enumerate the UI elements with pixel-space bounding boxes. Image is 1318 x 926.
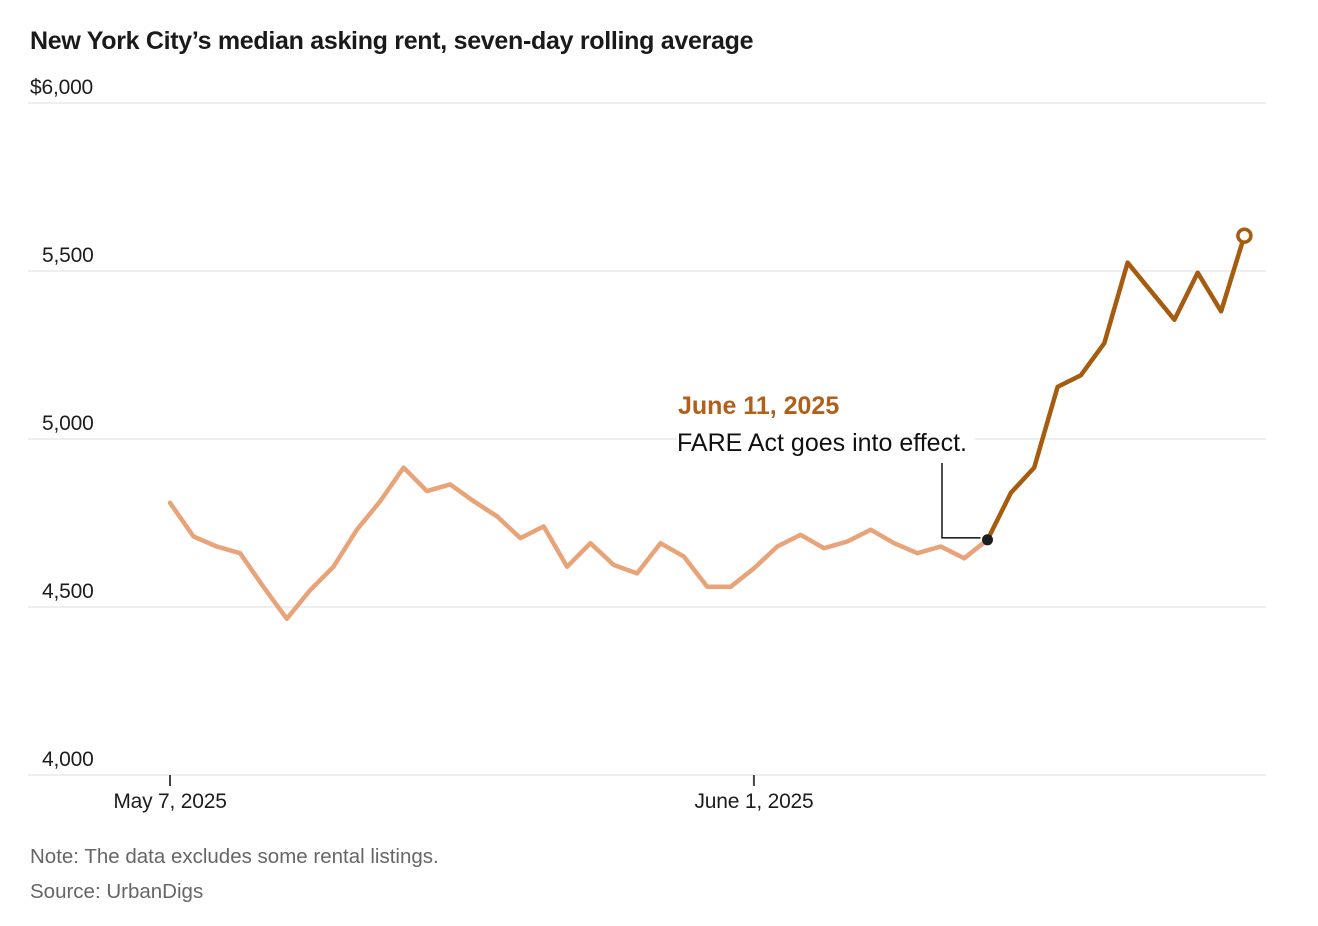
y-axis-label-5500: 5,500 [42, 244, 94, 267]
line-series-pre-fare-act [167, 465, 990, 622]
x-axis-label-june1: June 1, 2025 [694, 790, 814, 813]
chart-title: New York City’s median asking rent, seve… [30, 27, 754, 55]
annotation-date: June 11, 2025 [678, 392, 840, 420]
y-axis-label-4500: 4,500 [42, 580, 94, 603]
event-marker-dot [982, 534, 993, 546]
y-axis-label-6000: $6,000 [30, 76, 94, 99]
y-axis-label-5000: 5,000 [42, 412, 94, 435]
source-credit: Source: UrbanDigs [30, 880, 204, 903]
y-axis-label-4000: 4,000 [42, 748, 94, 771]
footnote: Note: The data excludes some rental list… [30, 845, 439, 868]
annotation-text: FARE Act goes into effect. [677, 427, 975, 460]
annotation-callout-line [941, 463, 981, 539]
latest-value-open-circle-marker [1236, 227, 1253, 244]
x-axis-label-may7: May 7, 2025 [113, 790, 227, 813]
line-series-post-fare-act [985, 233, 1247, 543]
